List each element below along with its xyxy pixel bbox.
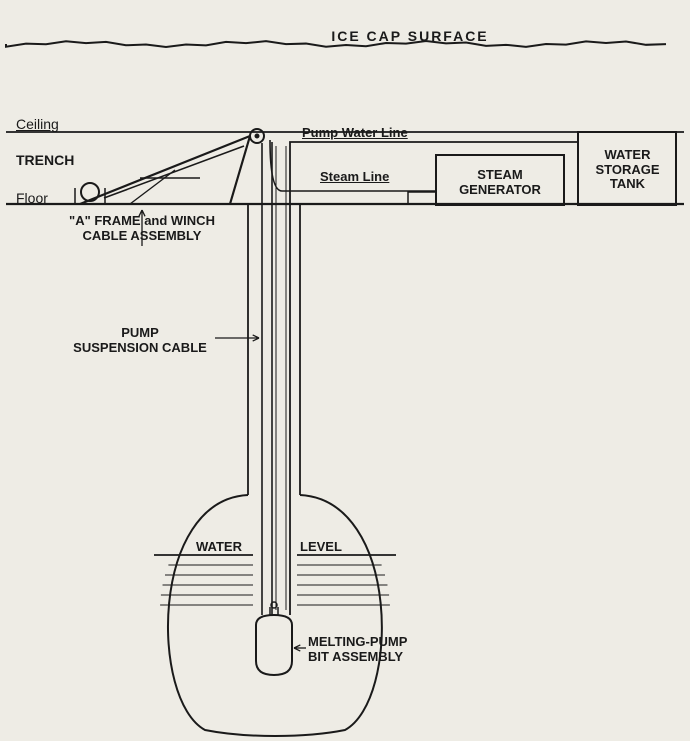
- diagram-svg: [0, 0, 690, 741]
- text-aframe_l2: CABLE ASSEMBLY: [52, 229, 232, 244]
- text-melt_l1: MELTING-PUMP: [308, 635, 407, 650]
- label-steam_gen: STEAMGENERATOR: [440, 160, 560, 205]
- label-aframe: "A" FRAME and WINCHCABLE ASSEMBLY: [52, 214, 232, 244]
- text-pump_susp_l1: PUMP: [60, 326, 220, 341]
- label-water: WATER: [196, 540, 242, 555]
- label-level: LEVEL: [300, 540, 342, 555]
- text-trench: TRENCH: [16, 152, 74, 168]
- label-steam_line: Steam Line: [320, 170, 389, 185]
- label-pump_water_line: Pump Water Line: [302, 126, 408, 141]
- label-title: ICE CAP SURFACE: [280, 28, 540, 44]
- text-pump_water_line: Pump Water Line: [302, 126, 408, 141]
- text-steam_line: Steam Line: [320, 170, 389, 185]
- label-trench: TRENCH: [16, 152, 74, 168]
- text-level: LEVEL: [300, 540, 342, 555]
- label-melt: MELTING-PUMPBIT ASSEMBLY: [308, 635, 407, 665]
- text-water_tank_l3: TANK: [580, 177, 675, 192]
- text-title: ICE CAP SURFACE: [280, 28, 540, 44]
- text-water_tank_l2: STORAGE: [580, 163, 675, 178]
- text-pump_susp_l2: SUSPENSION CABLE: [60, 341, 220, 356]
- text-melt_l2: BIT ASSEMBLY: [308, 650, 407, 665]
- diagram-stage: ICE CAP SURFACECeilingTRENCHFloor"A" FRA…: [0, 0, 690, 741]
- label-floor: Floor: [16, 190, 48, 206]
- text-aframe_l1: "A" FRAME and WINCH: [52, 214, 232, 229]
- text-steam_gen_l1: STEAM: [440, 168, 560, 183]
- label-pump_susp: PUMPSUSPENSION CABLE: [60, 326, 220, 356]
- label-water_tank: WATERSTORAGETANK: [580, 135, 675, 205]
- text-steam_gen_l2: GENERATOR: [440, 183, 560, 198]
- label-ceiling: Ceiling: [16, 116, 59, 132]
- text-floor: Floor: [16, 190, 48, 206]
- text-water: WATER: [196, 540, 242, 555]
- text-water_tank_l1: WATER: [580, 148, 675, 163]
- text-ceiling: Ceiling: [16, 116, 59, 132]
